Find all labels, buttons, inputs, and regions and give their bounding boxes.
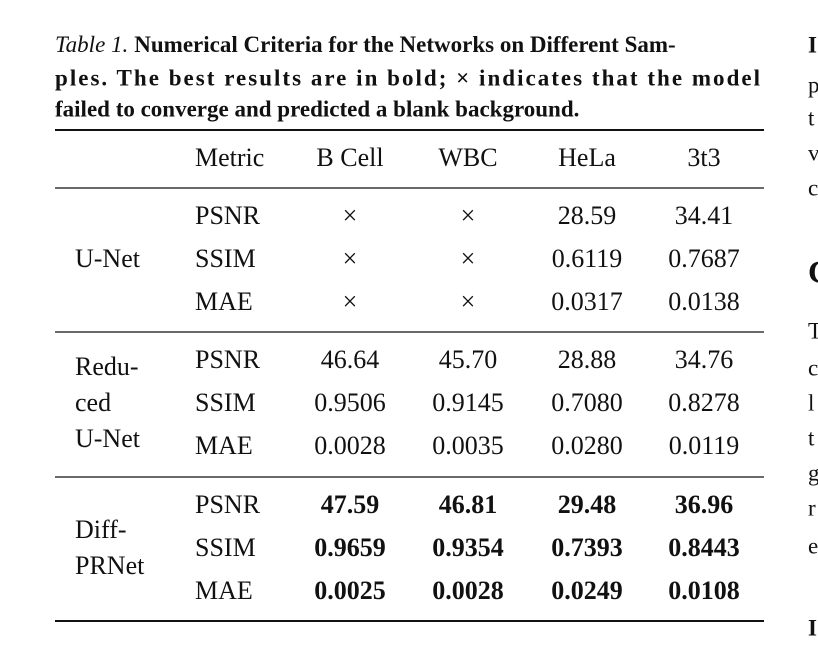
table-cell: 0.0028 (432, 576, 504, 605)
caption-line: Table 1. Numerical Criteria for the Netwo… (55, 32, 676, 57)
table-cell: 0.9659 (314, 533, 386, 562)
column-header: 3t3 (687, 143, 720, 172)
column-header: B Cell (316, 143, 383, 172)
table-cell: 28.88 (558, 345, 617, 374)
group-label: ced (75, 388, 111, 417)
cut-off-text: v (808, 140, 818, 165)
table-cell: 0.0317 (551, 287, 623, 316)
cut-off-text: C (808, 253, 818, 289)
caption-label: Table 1. (55, 32, 128, 57)
table-cell: × (343, 201, 358, 230)
caption-text: failed to converge and predicted a blank… (55, 96, 579, 121)
table-cell: 28.59 (558, 201, 617, 230)
cut-off-text: r (808, 495, 816, 520)
table-cell: 0.0138 (668, 287, 740, 316)
table-cell: 0.0119 (669, 431, 740, 460)
metric-label: PSNR (195, 345, 261, 374)
cut-off-text: I (808, 32, 817, 57)
table-cell: × (343, 244, 358, 273)
table-cell: × (461, 244, 476, 273)
table-cell: 0.9354 (432, 533, 504, 562)
table-cell: 45.70 (439, 345, 498, 374)
table-cell: 36.96 (675, 490, 734, 519)
column-header: WBC (438, 143, 497, 172)
column-header: HeLa (558, 143, 616, 172)
table-cell: 0.9506 (314, 388, 386, 417)
table-cell: × (461, 201, 476, 230)
caption-text: Numerical Criteria for the Networks on D… (134, 32, 675, 57)
table-cell: × (461, 287, 476, 316)
metric-label: SSIM (195, 388, 256, 417)
metric-label: SSIM (195, 244, 256, 273)
metric-label: MAE (195, 287, 253, 316)
table-cell: 0.8278 (668, 388, 740, 417)
cut-off-text: t (808, 105, 815, 130)
cut-off-text: t (808, 425, 815, 450)
cut-off-text: l (808, 390, 814, 415)
table-cell: 34.41 (675, 201, 734, 230)
group-label: Redu- (75, 352, 139, 381)
cut-off-text: T (808, 318, 818, 343)
table-cell: 0.0249 (551, 576, 623, 605)
cut-off-text: c (808, 355, 818, 380)
table-cell: 0.0025 (314, 576, 386, 605)
cut-off-text: p (808, 72, 818, 97)
table-cell: 0.7080 (551, 388, 623, 417)
cut-off-text: I (808, 615, 817, 640)
table-cell: 29.48 (558, 490, 617, 519)
table-cell: 0.0028 (314, 431, 386, 460)
table-cell: 47.59 (321, 490, 380, 519)
table-cell: 46.64 (321, 345, 380, 374)
table-cell: 0.6119 (552, 244, 623, 273)
column-header: Metric (195, 143, 264, 172)
metric-label: PSNR (195, 490, 261, 519)
cut-off-text: c (808, 175, 818, 200)
metric-label: MAE (195, 431, 253, 460)
group-label: PRNet (75, 551, 145, 580)
group-label: U-Net (75, 424, 141, 453)
caption-text: ples. The best results are in bold; × in… (55, 65, 760, 90)
group-label: Diff- (75, 515, 127, 544)
table-cell: × (343, 287, 358, 316)
cut-off-text: g (808, 460, 818, 485)
metric-label: MAE (195, 576, 253, 605)
cut-off-text: e (808, 533, 818, 558)
table-cell: 34.76 (675, 345, 734, 374)
group-label: U-Net (75, 244, 141, 273)
table-cell: 0.7687 (668, 244, 740, 273)
table-cell: 0.0108 (668, 576, 740, 605)
metric-label: PSNR (195, 201, 261, 230)
table-cell: 0.0280 (551, 431, 623, 460)
table-cell: 46.81 (439, 490, 498, 519)
table-cell: 0.7393 (551, 533, 623, 562)
metric-label: SSIM (195, 533, 256, 562)
table-cell: 0.0035 (432, 431, 504, 460)
table-cell: 0.8443 (668, 533, 740, 562)
table-cell: 0.9145 (432, 388, 504, 417)
